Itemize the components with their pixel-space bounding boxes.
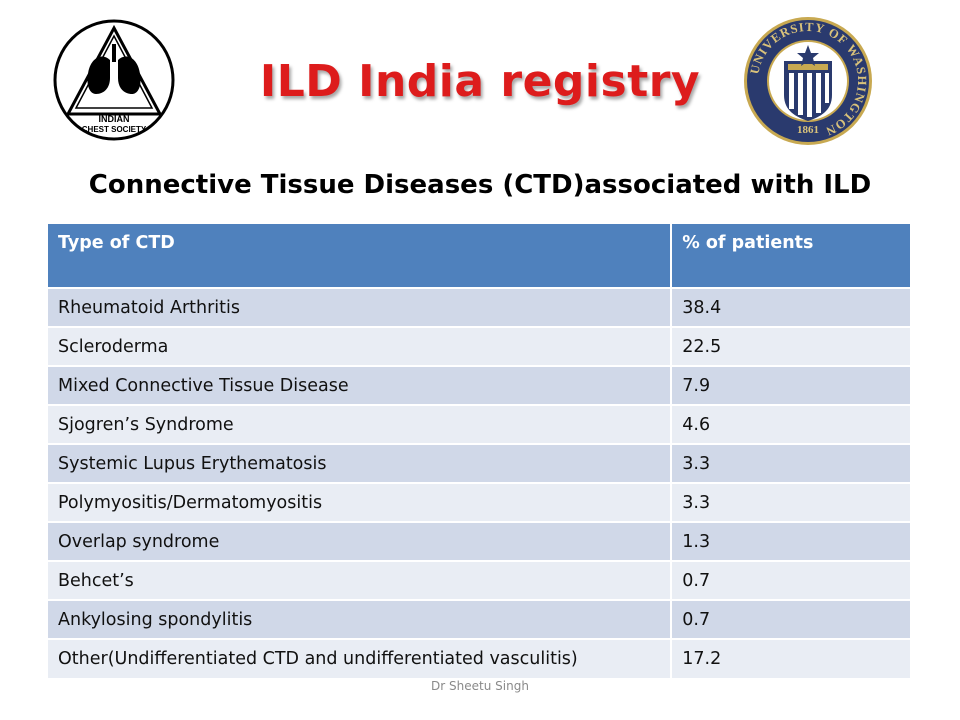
indian-chest-society-logo: INDIAN CHEST SOCIETY [52,18,176,142]
slide-footer-author: Dr Sheetu Singh [431,679,529,693]
cell-ctd-type: Rheumatoid Arthritis [48,287,673,327]
table-row: Overlap syndrome 1.3 [48,521,912,561]
cell-ctd-type: Overlap syndrome [48,521,673,561]
page-title: ILD India registry [259,56,701,107]
ctd-table: Type of CTD % of patients Rheumatoid Art… [48,224,912,678]
cell-percent: 3.3 [671,482,912,522]
cell-percent: 0.7 [671,560,912,600]
cell-percent: 38.4 [671,287,912,327]
cell-ctd-type: Other(Undifferentiated CTD and undiffere… [48,638,673,678]
cell-percent: 7.9 [671,365,912,405]
cell-ctd-type: Sjogren’s Syndrome [48,404,673,444]
cell-ctd-type: Systemic Lupus Erythematosis [48,443,673,483]
cell-ctd-type: Ankylosing spondylitis [48,599,673,639]
table-row: Systemic Lupus Erythematosis 3.3 [48,443,912,483]
table-row: Behcet’s 0.7 [48,560,912,600]
table-row: Scleroderma 22.5 [48,326,912,366]
cell-ctd-type: Polymyositis/Dermatomyositis [48,482,673,522]
logo-text-chest-society: CHEST SOCIETY [82,125,147,134]
table-header-row: Type of CTD % of patients [48,224,912,288]
cell-percent: 4.6 [671,404,912,444]
column-header-type: Type of CTD [48,224,673,288]
table-row: Sjogren’s Syndrome 4.6 [48,404,912,444]
table-row: Other(Undifferentiated CTD and undiffere… [48,638,912,678]
cell-percent: 0.7 [671,599,912,639]
cell-percent: 1.3 [671,521,912,561]
table-row: Rheumatoid Arthritis 38.4 [48,287,912,327]
table-row: Mixed Connective Tissue Disease 7.9 [48,365,912,405]
table-row: Ankylosing spondylitis 0.7 [48,599,912,639]
table-row: Polymyositis/Dermatomyositis 3.3 [48,482,912,522]
cell-ctd-type: Behcet’s [48,560,673,600]
seal-year: 1861 [797,124,819,136]
cell-percent: 3.3 [671,443,912,483]
logo-text-indian: INDIAN [99,114,130,124]
cell-ctd-type: Mixed Connective Tissue Disease [48,365,673,405]
column-header-percent: % of patients [671,224,912,288]
cell-percent: 17.2 [671,638,912,678]
slide-subtitle: Connective Tissue Diseases (CTD)associat… [88,170,872,200]
cell-percent: 22.5 [671,326,912,366]
cell-ctd-type: Scleroderma [48,326,673,366]
university-of-washington-seal: UNIVERSITY OF WASHINGTON 1861 [742,15,874,147]
